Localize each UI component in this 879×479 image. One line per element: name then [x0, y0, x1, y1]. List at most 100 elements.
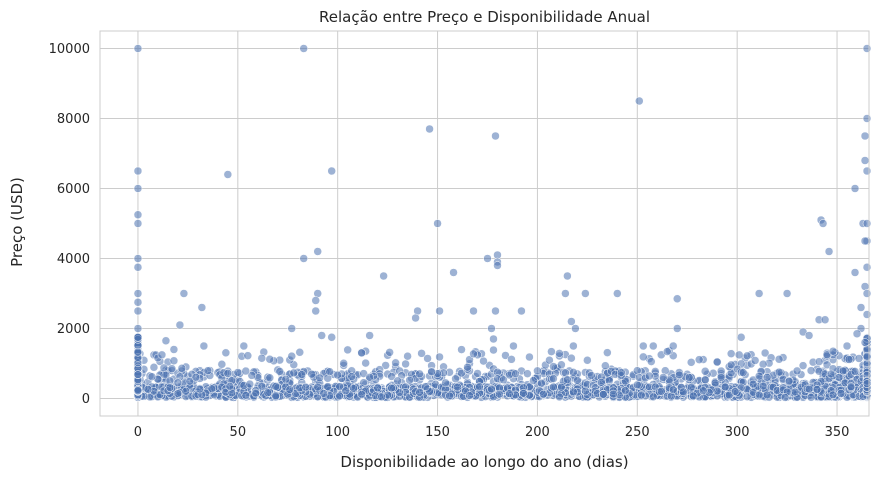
- scatter-point: [669, 341, 678, 351]
- scatter-point: [684, 373, 694, 382]
- scatter-point: [203, 366, 213, 375]
- scatter-point: [639, 352, 648, 362]
- scatter-point: [271, 391, 281, 400]
- scatter-point: [133, 254, 143, 263]
- scatter-point: [327, 333, 336, 342]
- scatter-point: [143, 385, 153, 394]
- scatter-point: [507, 355, 516, 364]
- scatter-point: [617, 368, 626, 377]
- scatter-point: [341, 386, 350, 395]
- scatter-point: [433, 219, 442, 228]
- scatter-point: [828, 347, 838, 356]
- scatter-point: [373, 383, 382, 393]
- scatter-point: [844, 355, 854, 364]
- scatter-point: [860, 282, 870, 291]
- scatter-point: [547, 347, 556, 356]
- scatter-point: [241, 366, 251, 376]
- scatter-point: [491, 131, 500, 141]
- scatter-point: [804, 384, 814, 394]
- x-tick-label: 150: [425, 425, 450, 440]
- scatter-point: [489, 334, 498, 344]
- scatter-point: [287, 351, 297, 361]
- scatter-point: [285, 385, 295, 394]
- scatter-point: [415, 369, 424, 379]
- scatter-point: [549, 382, 558, 392]
- scatter-point: [762, 373, 772, 382]
- scatter-point: [838, 366, 848, 376]
- scatter-point: [597, 378, 606, 387]
- scatter-point: [537, 378, 546, 388]
- x-tick-label: 0: [134, 425, 142, 440]
- scatter-point: [860, 156, 870, 165]
- scatter-point: [672, 294, 682, 303]
- scatter-point: [762, 390, 772, 400]
- scatter-point: [133, 166, 143, 176]
- scatter-point: [573, 376, 582, 385]
- scatter-point: [587, 371, 596, 380]
- scatter-point: [784, 377, 794, 386]
- scatter-point: [133, 210, 143, 219]
- scatter-point: [820, 315, 830, 324]
- scatter-point: [726, 360, 736, 370]
- scatter-point: [834, 373, 844, 382]
- scatter-point: [495, 389, 504, 399]
- x-tick-label: 300: [725, 425, 750, 440]
- scatter-point: [860, 131, 870, 141]
- scatter-point: [493, 261, 502, 270]
- scatter-point: [674, 370, 684, 380]
- scatter-point: [297, 370, 306, 379]
- scatter-point: [491, 306, 500, 316]
- scatter-point: [157, 350, 167, 360]
- scatter-point: [806, 366, 816, 375]
- scatter-point: [313, 382, 322, 392]
- scatter-point: [555, 392, 564, 402]
- scatter-point: [179, 289, 189, 298]
- scatter-point: [169, 356, 179, 366]
- scatter-point: [239, 341, 249, 351]
- scatter-point: [415, 388, 424, 397]
- scatter-point: [716, 373, 726, 382]
- scatter-point: [347, 372, 356, 381]
- scatter-point: [700, 375, 710, 385]
- scatter-point: [315, 373, 324, 383]
- scatter-point: [241, 391, 251, 400]
- scatter-point: [263, 388, 273, 397]
- scatter-point: [265, 373, 275, 383]
- scatter-point: [377, 392, 386, 402]
- scatter-point: [862, 44, 872, 53]
- y-tick-label: 2000: [57, 322, 90, 337]
- scatter-point: [393, 376, 402, 386]
- scatter-point: [569, 341, 578, 351]
- y-tick-label: 6000: [57, 182, 90, 197]
- scatter-point: [649, 392, 658, 402]
- scatter-point: [133, 219, 143, 228]
- scatter-point: [505, 389, 514, 398]
- scatter-point: [487, 384, 496, 394]
- scatter-point: [523, 369, 532, 378]
- scatter-point: [754, 289, 764, 298]
- scatter-point: [243, 351, 253, 360]
- y-tick-labels: 0 2000 4000 6000 8000 10000: [49, 42, 90, 407]
- scatter-point: [862, 379, 872, 388]
- y-tick-label: 4000: [57, 252, 90, 267]
- scatter-point: [233, 368, 243, 377]
- scatter-point: [603, 348, 612, 357]
- scatter-point: [742, 351, 752, 361]
- scatter-point: [525, 352, 534, 362]
- scatter-point: [177, 364, 187, 373]
- scatter-point: [133, 370, 143, 379]
- scatter-point: [659, 373, 668, 382]
- scatter-point: [265, 355, 275, 364]
- scatter-point: [633, 380, 642, 390]
- scatter-point: [569, 387, 578, 397]
- scatter-point: [710, 378, 720, 388]
- scatter-point: [850, 268, 860, 277]
- scatter-point: [133, 184, 143, 193]
- x-axis-label: Disponibilidade ao longo do ano (dias): [340, 453, 628, 471]
- scatter-point: [169, 345, 179, 354]
- scatter-point: [181, 386, 191, 396]
- scatter-point: [463, 362, 472, 372]
- scatter-point: [621, 386, 630, 395]
- scatter-point: [413, 306, 422, 316]
- scatter-point: [647, 357, 656, 366]
